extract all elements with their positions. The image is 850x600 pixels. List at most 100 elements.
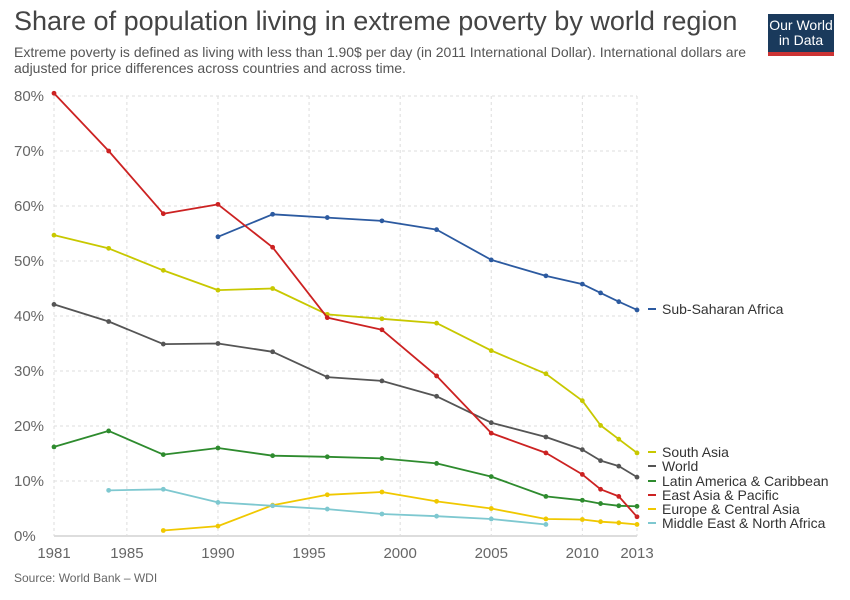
data-point bbox=[488, 420, 494, 426]
data-point bbox=[51, 302, 57, 307]
y-tick-label: 80% bbox=[14, 88, 44, 105]
data-point bbox=[543, 371, 549, 377]
data-point bbox=[106, 428, 112, 434]
data-point bbox=[270, 349, 276, 355]
data-point bbox=[616, 503, 622, 509]
data-point bbox=[598, 486, 603, 492]
data-point bbox=[579, 398, 585, 404]
y-tick-label: 0% bbox=[14, 528, 36, 545]
data-point bbox=[579, 281, 585, 287]
data-point bbox=[379, 456, 385, 461]
data-point bbox=[598, 423, 603, 428]
data-point bbox=[488, 516, 494, 522]
y-tick-label: 70% bbox=[14, 143, 44, 160]
legend-label: East Asia & Pacific bbox=[662, 487, 779, 503]
data-point bbox=[106, 487, 112, 493]
legend-label: Europe & Central Asia bbox=[662, 501, 800, 517]
data-point bbox=[215, 523, 221, 529]
data-point bbox=[579, 497, 585, 503]
data-point bbox=[598, 519, 603, 525]
data-point bbox=[634, 307, 640, 313]
data-point bbox=[634, 522, 640, 527]
owid-logo[interactable]: Our World in Data bbox=[768, 14, 834, 56]
data-point bbox=[270, 453, 276, 459]
series-line bbox=[53, 92, 638, 518]
x-tick-label: 2013 bbox=[620, 545, 653, 562]
y-tick-label: 50% bbox=[14, 253, 44, 270]
chart-title: Share of population living in extreme po… bbox=[14, 6, 738, 36]
data-point bbox=[543, 273, 549, 279]
data-point bbox=[106, 319, 112, 324]
source-note: Source: World Bank – WDI bbox=[14, 571, 158, 585]
data-point bbox=[434, 320, 439, 326]
series-line bbox=[53, 234, 638, 454]
logo-line-2: in Data bbox=[778, 32, 824, 48]
data-point bbox=[634, 503, 640, 509]
data-point bbox=[51, 444, 57, 450]
x-tick-label: 1981 bbox=[37, 545, 70, 562]
x-tick-label: 1985 bbox=[110, 545, 143, 562]
data-point bbox=[616, 436, 622, 442]
data-point bbox=[488, 348, 494, 354]
data-point bbox=[579, 517, 585, 522]
data-point bbox=[215, 445, 221, 451]
data-point bbox=[106, 245, 112, 251]
data-point bbox=[270, 211, 276, 217]
y-tick-label: 30% bbox=[14, 363, 44, 380]
legend-label: Latin America & Caribbean bbox=[662, 473, 829, 489]
data-point bbox=[543, 434, 549, 440]
data-point bbox=[324, 374, 330, 380]
x-tick-label: 1995 bbox=[292, 545, 325, 562]
data-point bbox=[634, 514, 640, 520]
data-point bbox=[215, 234, 221, 240]
data-point bbox=[634, 474, 640, 480]
data-point bbox=[543, 522, 549, 527]
chart-subtitle: Extreme poverty is defined as living wit… bbox=[14, 44, 747, 76]
data-point bbox=[379, 378, 385, 384]
data-point bbox=[379, 511, 385, 517]
y-tick-label: 60% bbox=[14, 198, 44, 215]
series-line bbox=[217, 213, 638, 311]
data-point bbox=[434, 393, 439, 399]
data-point bbox=[160, 341, 166, 347]
data-point bbox=[215, 341, 221, 346]
data-point bbox=[379, 489, 385, 495]
data-point bbox=[543, 450, 549, 456]
legend-label: Middle East & North Africa bbox=[662, 515, 826, 531]
data-point bbox=[488, 506, 494, 511]
data-point bbox=[51, 90, 57, 96]
data-point bbox=[215, 201, 221, 207]
data-point bbox=[160, 528, 166, 533]
x-tick-label: 2000 bbox=[383, 545, 416, 562]
data-point bbox=[434, 461, 439, 466]
data-point bbox=[51, 232, 57, 238]
series-line bbox=[53, 429, 638, 508]
data-point bbox=[160, 486, 166, 492]
data-point bbox=[616, 299, 622, 305]
data-point bbox=[324, 454, 330, 460]
data-point bbox=[434, 227, 439, 233]
data-point bbox=[616, 494, 622, 499]
x-tick-label: 1990 bbox=[201, 545, 234, 562]
series-line bbox=[163, 491, 638, 532]
data-point bbox=[106, 148, 112, 154]
data-point bbox=[160, 267, 166, 273]
data-point bbox=[579, 447, 585, 453]
series-line bbox=[53, 303, 638, 478]
data-point bbox=[324, 215, 330, 220]
data-point bbox=[324, 315, 330, 321]
data-point bbox=[634, 450, 640, 456]
data-point bbox=[160, 211, 166, 217]
data-point bbox=[488, 430, 494, 436]
legend-label: World bbox=[662, 458, 698, 474]
data-point bbox=[488, 474, 494, 479]
data-point bbox=[324, 506, 330, 512]
data-point bbox=[215, 500, 221, 505]
data-point bbox=[598, 458, 603, 464]
y-tick-label: 10% bbox=[14, 473, 44, 490]
data-point bbox=[616, 520, 622, 526]
data-point bbox=[543, 516, 549, 522]
data-point bbox=[324, 492, 330, 498]
data-point bbox=[488, 257, 494, 263]
